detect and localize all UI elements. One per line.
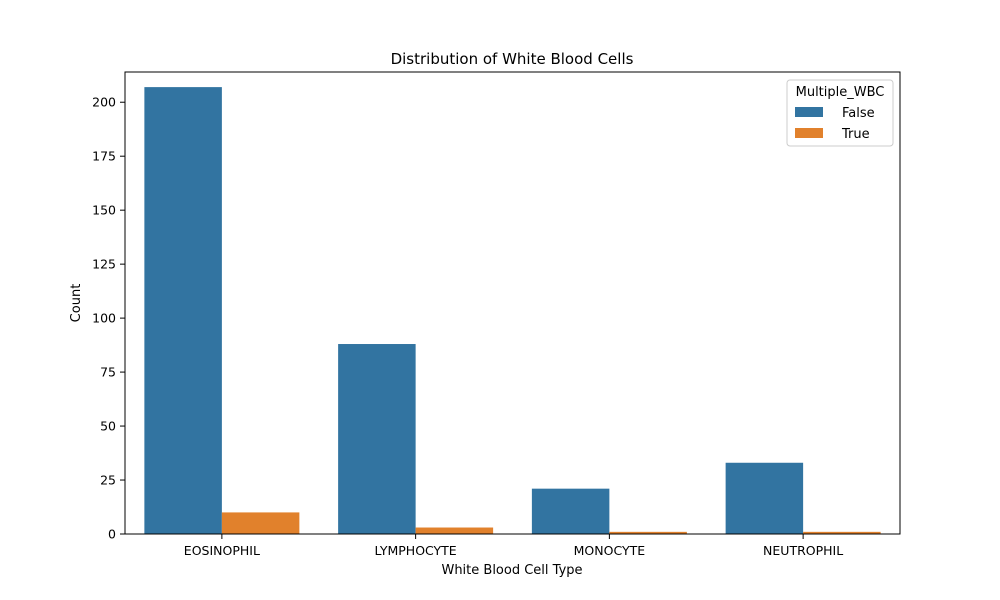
chart-title: Distribution of White Blood Cells	[391, 50, 634, 68]
legend-title: Multiple_WBC	[796, 85, 885, 100]
y-tick-label: 175	[92, 149, 116, 164]
x-axis-label: White Blood Cell Type	[441, 563, 582, 578]
y-tick-label: 150	[92, 203, 116, 218]
y-tick-label: 100	[92, 311, 116, 326]
x-tick-label-eosinophil: EOSINOPHIL	[184, 543, 260, 558]
bar-monocyte-false	[531, 488, 610, 534]
bar-eosinophil-false	[144, 87, 222, 534]
y-tick-label: 25	[100, 473, 116, 488]
x-tick-label-lymphocyte: LYMPHOCYTE	[375, 543, 457, 558]
legend-swatch-true	[795, 128, 823, 138]
legend-label-true: True	[841, 127, 870, 142]
y-tick-label: 0	[108, 527, 116, 542]
x-tick-label-monocyte: MONOCYTE	[574, 543, 646, 558]
bar-neutrophil-false	[725, 462, 804, 534]
y-tick-label: 200	[92, 95, 116, 110]
y-tick-label: 125	[92, 257, 116, 272]
bars-group	[144, 87, 881, 534]
y-tick-label: 50	[100, 419, 116, 434]
bar-lymphocyte-true	[415, 527, 494, 534]
legend-swatch-false	[795, 107, 823, 117]
bar-lymphocyte-false	[338, 344, 416, 534]
bar-neutrophil-true	[803, 531, 881, 534]
legend: Multiple_WBC False True	[786, 79, 894, 147]
y-axis-label: Count	[69, 284, 84, 323]
bar-monocyte-true	[609, 531, 687, 534]
x-tick-label-neutrophil: NEUTROPHIL	[763, 543, 843, 558]
legend-label-false: False	[842, 106, 875, 121]
plot-frame	[124, 71, 901, 535]
y-tick-label: 75	[100, 365, 116, 380]
x-axis: EOSINOPHIL LYMPHOCYTE MONOCYTE NEUTROPHIL	[184, 534, 843, 558]
bar-eosinophil-true	[221, 512, 300, 534]
y-axis: 0 25 50 75 100 125 150 175 200	[92, 95, 125, 542]
